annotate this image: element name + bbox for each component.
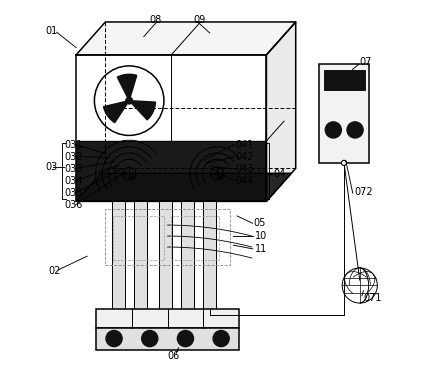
Text: 041: 041 [235,139,254,150]
Polygon shape [76,55,267,141]
Text: 035: 035 [65,188,83,198]
Text: 03: 03 [45,161,57,172]
Text: 08: 08 [150,15,162,25]
Text: 031: 031 [65,139,83,150]
Text: 05: 05 [254,218,266,228]
Bar [113,216,164,260]
Text: 09: 09 [193,15,206,25]
Bar [181,201,194,309]
Text: 032: 032 [65,152,83,162]
Text: 071: 071 [364,293,382,303]
Text: 034: 034 [65,176,83,186]
Circle shape [142,330,158,347]
Polygon shape [131,101,155,120]
Circle shape [347,122,363,138]
Bar [320,64,369,163]
Bar [134,201,146,309]
Text: 07: 07 [360,57,372,67]
Bar [203,201,216,309]
Circle shape [178,330,194,347]
Bar [105,209,230,265]
Polygon shape [76,22,295,55]
Text: 02: 02 [49,266,61,276]
Polygon shape [76,141,267,201]
Circle shape [126,97,133,104]
Circle shape [325,122,341,138]
Text: 04: 04 [274,169,286,179]
Polygon shape [117,74,137,98]
Polygon shape [76,173,291,201]
Polygon shape [104,101,128,123]
Polygon shape [267,22,295,201]
Text: 042: 042 [235,152,254,162]
Text: 10: 10 [255,231,267,241]
Bar [171,216,219,260]
Circle shape [341,160,347,165]
Text: 033: 033 [65,164,83,174]
Text: 11: 11 [255,244,267,254]
Circle shape [106,330,122,347]
Text: 01: 01 [45,26,57,36]
Bar [96,309,239,328]
Text: 072: 072 [354,187,373,197]
Text: 044: 044 [235,176,254,186]
Bar [96,328,239,350]
Bar [112,201,125,309]
Bar [324,70,364,90]
Text: 06: 06 [168,351,180,361]
Text: 036: 036 [65,200,83,210]
Bar [159,201,172,309]
Circle shape [213,330,229,347]
Text: 043: 043 [235,164,254,174]
